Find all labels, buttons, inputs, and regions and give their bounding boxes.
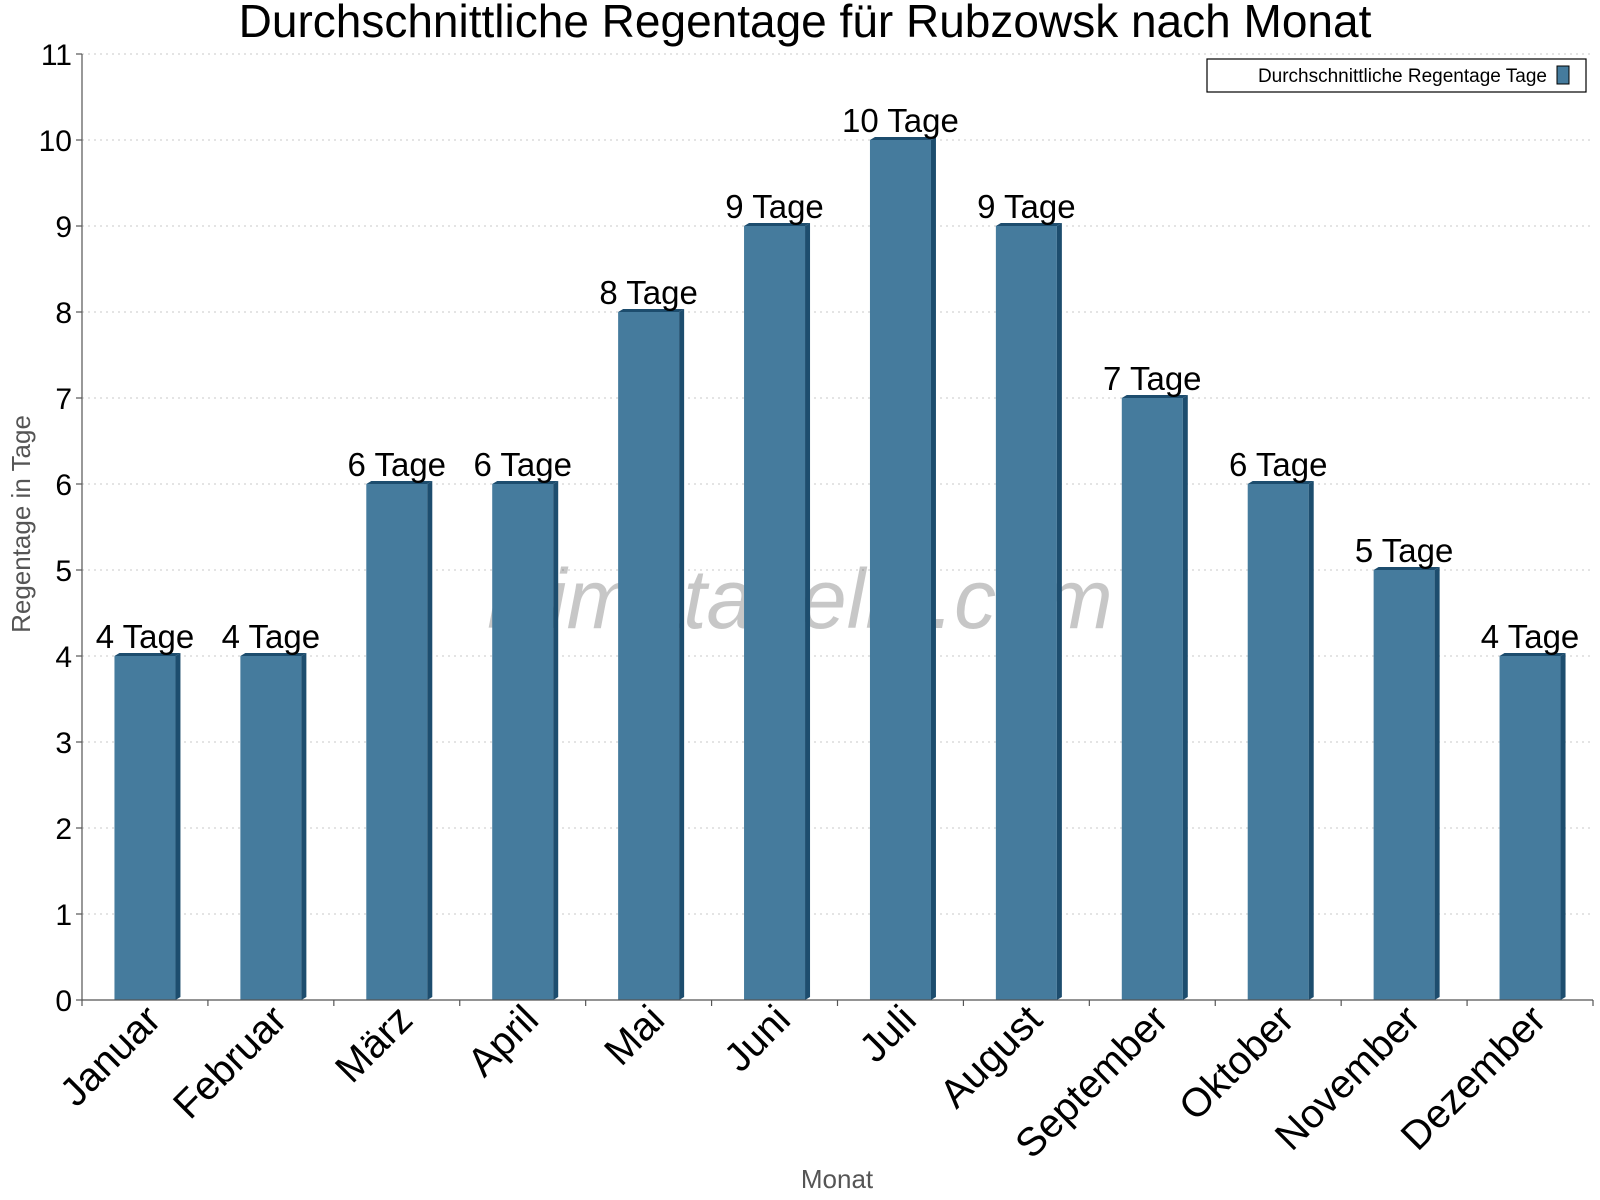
bar-side: [553, 481, 559, 1000]
y-tick-label: 6: [55, 469, 72, 502]
data-label: 4 Tage: [96, 618, 194, 655]
bar-side: [1434, 567, 1440, 1000]
data-label: 9 Tage: [977, 188, 1075, 225]
bar-top: [995, 223, 1062, 226]
bar-front: [240, 656, 302, 1000]
bars: [114, 137, 1566, 1000]
data-label: 10 Tage: [842, 102, 959, 139]
bar-side: [427, 481, 433, 1000]
data-label: 4 Tage: [1481, 618, 1579, 655]
bar-top: [492, 481, 559, 484]
y-tick-label: 10: [39, 125, 72, 158]
bar: [114, 653, 181, 1000]
bar-top: [366, 481, 433, 484]
bar-top: [618, 309, 685, 312]
bar-top: [869, 137, 936, 140]
bar: [240, 653, 307, 1000]
bar: [618, 309, 685, 1000]
bar-top: [1121, 395, 1188, 398]
bar-front: [618, 312, 680, 1000]
y-tick-label: 2: [55, 813, 72, 846]
bar-top: [744, 223, 811, 226]
bar-top: [240, 653, 307, 656]
bar: [366, 481, 433, 1000]
bar-front: [1121, 398, 1183, 1000]
chart-title: Durchschnittliche Regentage für Rubzowsk…: [239, 0, 1372, 47]
legend-label: Durchschnittliche Regentage Tage: [1258, 66, 1547, 87]
data-labels: 4 Tage 4 Tage 6 Tage 6 Tage 8 Tage 9 Tage 10 T…: [96, 102, 1580, 655]
bar-front: [869, 140, 931, 1000]
bar-side: [175, 653, 181, 1000]
x-tick-label: August: [932, 997, 1051, 1116]
x-tick-label: Juli: [851, 997, 925, 1071]
legend: Durchschnittliche Regentage Tage: [1206, 58, 1587, 93]
gridlines: [82, 53, 1593, 915]
data-label: 9 Tage: [725, 188, 823, 225]
x-tick-label: April: [459, 997, 547, 1085]
bar: [1499, 653, 1566, 1000]
bar: [1247, 481, 1314, 1000]
data-label: 6 Tage: [348, 446, 446, 483]
y-tick-label: 1: [55, 899, 72, 932]
bar-top: [114, 653, 181, 656]
bar-top: [1499, 653, 1566, 656]
bar-front: [1247, 484, 1309, 1000]
x-tick-label: Juni: [716, 997, 799, 1080]
x-axis-label: Monat: [801, 1164, 874, 1194]
bar: [995, 223, 1062, 1000]
bar: [744, 223, 811, 1000]
bar-side: [1560, 653, 1566, 1000]
data-label: 6 Tage: [473, 446, 571, 483]
bar-front: [1373, 570, 1435, 1000]
legend-box: [1206, 58, 1587, 93]
x-tick-label: Oktober: [1171, 997, 1303, 1129]
y-tick-label: 7: [55, 383, 72, 416]
data-label: 5 Tage: [1355, 532, 1453, 569]
bar-front: [1499, 656, 1561, 1000]
bar: [1373, 567, 1440, 1000]
bar-front: [995, 226, 1057, 1000]
bar-front: [366, 484, 428, 1000]
y-tick-label: 9: [55, 211, 72, 244]
x-tick-label: Mai: [596, 997, 673, 1074]
bar: [1121, 395, 1188, 1000]
bar-front: [744, 226, 806, 1000]
bar-side: [805, 223, 811, 1000]
x-tick-label: Februar: [165, 997, 295, 1127]
bar-front: [114, 656, 176, 1000]
bar-side: [930, 137, 936, 1000]
bar-side: [1182, 395, 1188, 1000]
data-label: 8 Tage: [599, 274, 697, 311]
data-label: 7 Tage: [1103, 360, 1201, 397]
bar-side: [1056, 223, 1062, 1000]
y-tick-label: 3: [55, 727, 72, 760]
x-tick-label: März: [327, 997, 421, 1091]
y-axis-label: Regentage in Tage: [6, 415, 36, 633]
y-tick-label: 11: [41, 39, 72, 72]
y-tick-label: 0: [55, 985, 72, 1018]
y-tick-label: 8: [55, 297, 72, 330]
y-tick-label: 5: [55, 555, 72, 588]
bar-top: [1247, 481, 1314, 484]
data-label: 4 Tage: [222, 618, 320, 655]
bar-side: [679, 309, 685, 1000]
bar-front: [492, 484, 554, 1000]
data-label: 6 Tage: [1229, 446, 1327, 483]
legend-swatch: [1556, 65, 1570, 85]
bar-side: [1308, 481, 1314, 1000]
bar: [492, 481, 559, 1000]
bar-top: [1373, 567, 1440, 570]
bar-side: [301, 653, 307, 1000]
bar: [869, 137, 936, 1000]
y-tick-label: 4: [55, 641, 72, 674]
